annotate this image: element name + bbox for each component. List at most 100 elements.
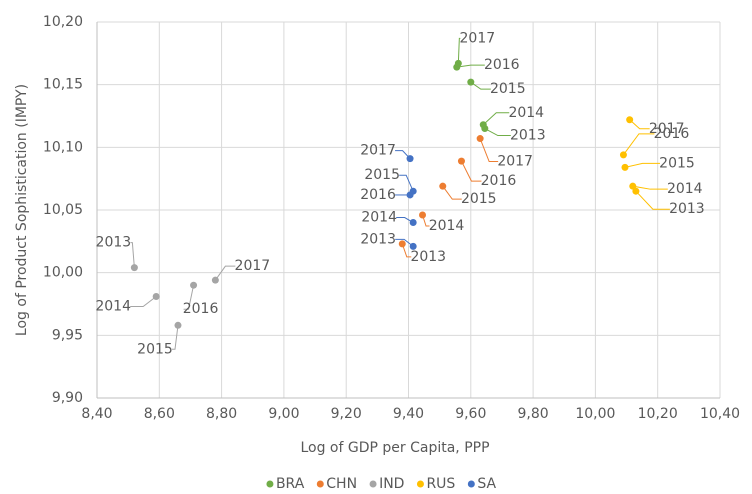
leader-line — [629, 119, 650, 130]
point-label: 2017 — [649, 121, 685, 137]
point — [190, 281, 198, 289]
point-label: 2013 — [96, 235, 132, 251]
x-tick-label: 8,80 — [206, 406, 237, 422]
leader-line — [456, 64, 485, 68]
leader-line — [399, 174, 414, 192]
point — [619, 151, 627, 159]
leader-line — [442, 185, 462, 200]
x-tick-label: 10,40 — [700, 406, 740, 422]
point-label: 2017 — [460, 30, 496, 46]
point — [174, 321, 182, 329]
x-tick-label: 9,60 — [455, 406, 486, 422]
point-label: 2014 — [95, 298, 131, 314]
point — [211, 276, 219, 284]
leader-line — [457, 37, 461, 64]
point — [481, 125, 489, 133]
leader-line — [422, 214, 430, 227]
x-tick-label: 9,00 — [268, 406, 299, 422]
x-tick-label: 8,60 — [144, 406, 175, 422]
point-label: 2017 — [235, 258, 271, 274]
point-label: 2013 — [510, 128, 546, 144]
x-tick-label: 9,20 — [331, 406, 362, 422]
point — [419, 211, 427, 219]
point-label: 2015 — [364, 167, 400, 183]
point — [467, 78, 475, 86]
y-tick-label: 10,20 — [43, 14, 83, 30]
point — [629, 182, 637, 190]
leader-line — [470, 81, 491, 90]
point-label: 2013 — [410, 249, 446, 265]
leader-line — [624, 162, 660, 168]
y-tick-label: 10,10 — [43, 139, 83, 155]
leader-line — [130, 296, 157, 307]
legend-marker — [369, 480, 377, 488]
point-label: 2017 — [497, 154, 533, 170]
leader-line — [482, 112, 510, 126]
leader-line — [183, 285, 195, 310]
x-tick-label: 10,20 — [638, 406, 678, 422]
point — [409, 219, 417, 227]
point-label: 2013 — [360, 231, 396, 247]
point-label: 2016 — [183, 301, 219, 317]
point — [406, 155, 414, 163]
legend-label: BRA — [276, 476, 305, 492]
leader-line — [635, 190, 670, 210]
x-tick-label: 9,40 — [393, 406, 424, 422]
x-tick-label: 9,80 — [518, 406, 549, 422]
point — [621, 163, 629, 171]
y-tick-label: 9,90 — [52, 390, 83, 406]
point-label: 2013 — [669, 201, 705, 217]
point — [457, 157, 465, 165]
legend-marker — [467, 480, 475, 488]
point — [130, 264, 138, 272]
point-label: 2014 — [667, 181, 703, 197]
point-label: 2017 — [360, 143, 396, 159]
y-tick-label: 10,00 — [43, 265, 83, 281]
point-label: 2015 — [461, 191, 497, 207]
legend-marker — [266, 480, 274, 488]
point — [398, 240, 406, 248]
leader-line — [401, 243, 412, 258]
point-label: 2014 — [508, 105, 544, 121]
point-label: 2016 — [654, 126, 690, 142]
point-label: 2015 — [137, 341, 173, 357]
legend-label: IND — [379, 476, 404, 492]
y-tick-label: 10,15 — [43, 77, 83, 93]
x-tick-label: 10,00 — [575, 406, 615, 422]
leader-line — [395, 150, 411, 159]
point-label: 2016 — [360, 187, 396, 203]
leader-line — [130, 242, 135, 268]
legend: BRA CHN IND RUS SA — [266, 476, 496, 492]
leader-line — [484, 128, 511, 137]
point — [453, 63, 461, 71]
point — [626, 116, 634, 124]
point — [152, 292, 160, 300]
x-axis-title: Log of GDP per Capita, PPP — [300, 440, 489, 456]
point — [409, 242, 417, 250]
point-label: 2015 — [490, 81, 526, 97]
point-label: 2016 — [481, 173, 517, 189]
legend-marker — [316, 480, 324, 488]
legend-label: SA — [477, 476, 496, 492]
leader-line — [395, 238, 414, 247]
point — [476, 135, 484, 143]
y-tick-label: 10,05 — [43, 202, 83, 218]
y-axis-title: Log of Product Sophistication (IMPY) — [14, 84, 30, 336]
legend-label: CHN — [326, 476, 357, 492]
point — [632, 187, 640, 195]
point — [439, 182, 447, 190]
leader-line — [461, 160, 482, 182]
leader-line — [214, 265, 236, 281]
point — [406, 191, 414, 199]
leader-line — [623, 133, 655, 156]
point-label: 2014 — [429, 218, 465, 234]
point-label: 2016 — [484, 57, 520, 73]
leader-line — [632, 185, 668, 190]
legend-marker — [416, 480, 424, 488]
leader-line — [479, 138, 499, 163]
point-label: 2014 — [361, 210, 397, 226]
point-label: 2015 — [659, 155, 695, 171]
x-tick-label: 8,40 — [81, 406, 112, 422]
y-tick-label: 9,95 — [52, 327, 83, 343]
